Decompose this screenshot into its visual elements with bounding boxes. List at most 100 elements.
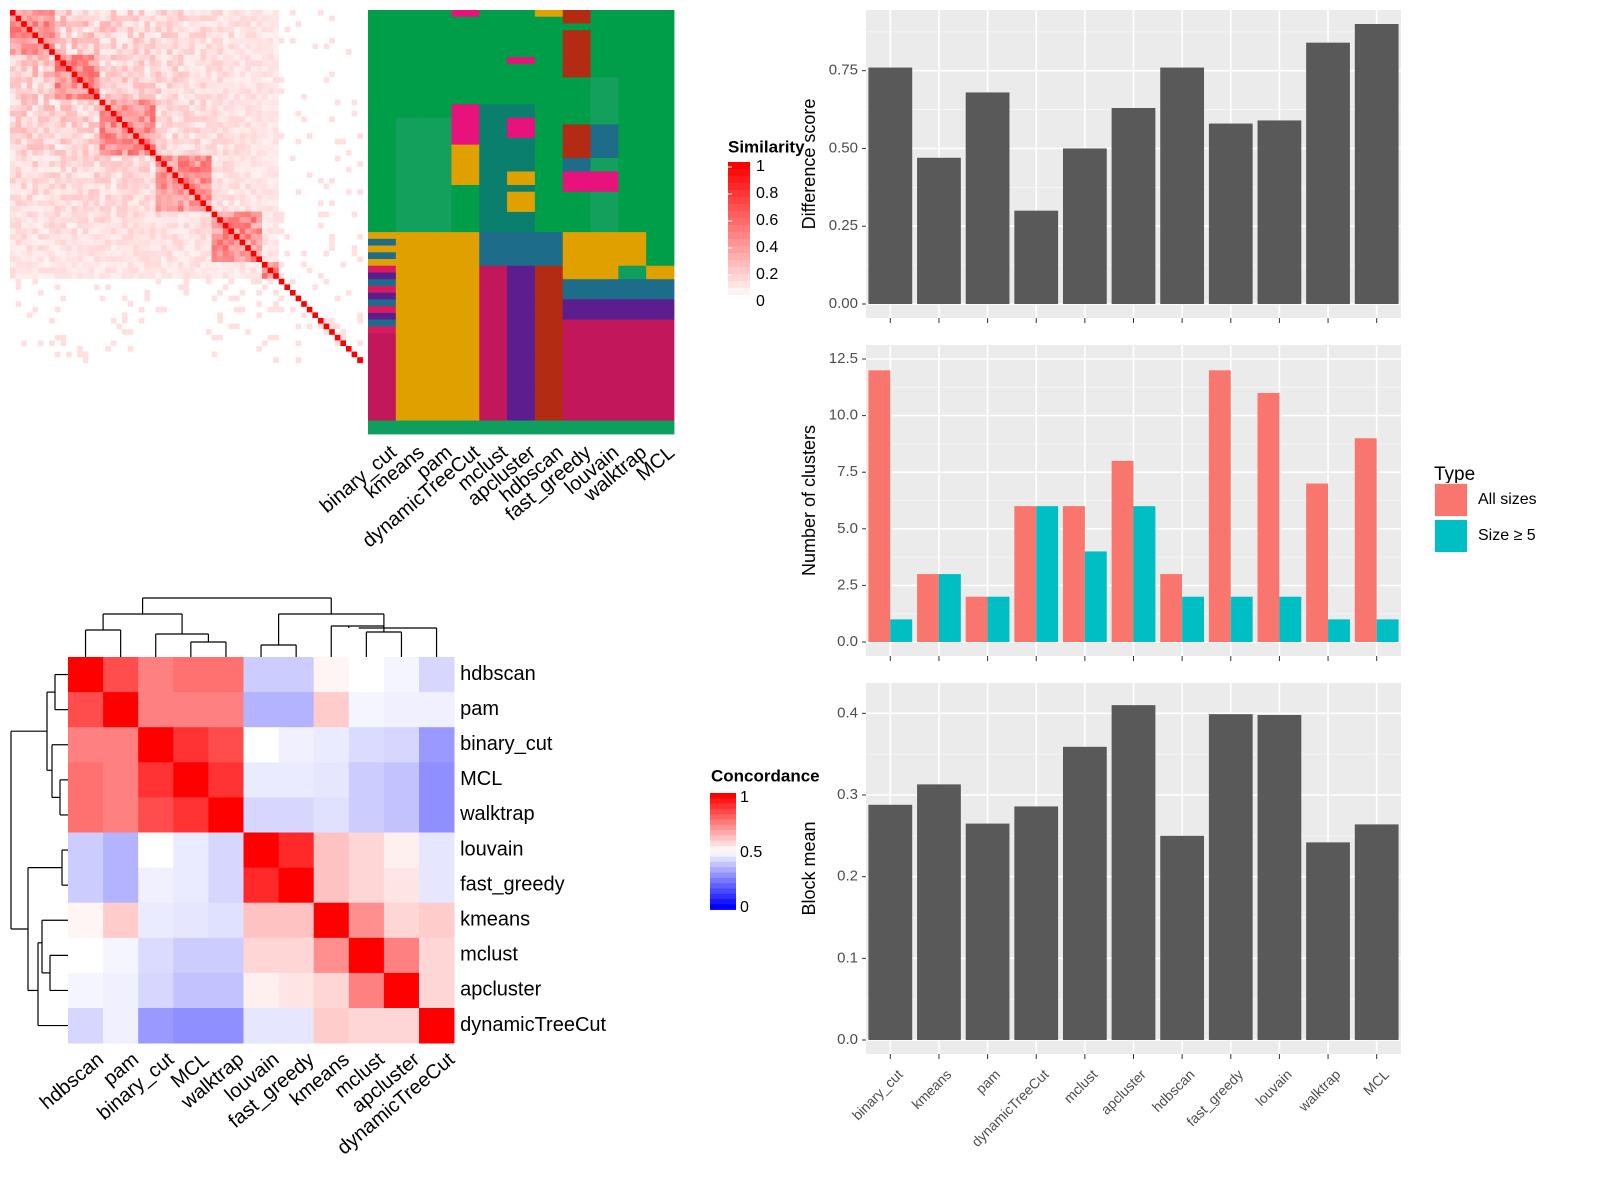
similarity-cell [133,301,140,308]
similarity-cell [133,26,140,33]
similarity-cell [189,49,196,56]
similarity-cell [155,133,162,140]
similarity-cell [295,122,302,128]
similarity-cell [206,88,212,95]
similarity-cell [127,88,134,95]
similarity-cell [77,54,84,61]
similarity-cell [200,166,207,173]
membership-cell [395,57,425,65]
concordance-cell [348,832,385,868]
similarity-cell [318,323,324,330]
similarity-cell [312,312,319,319]
similarity-cell [88,43,95,50]
similarity-cell [15,26,22,33]
similarity-cell [82,273,89,280]
similarity-cell [178,189,184,196]
similarity-cell [329,71,336,78]
concordance-cell [243,867,279,904]
similarity-cell [21,206,28,212]
similarity-cell [172,290,179,296]
similarity-cell [49,206,56,212]
similarity-cell [21,306,28,313]
similarity-cell [161,290,168,296]
similarity-cell [60,245,67,252]
similarity-cell [239,228,246,235]
similarity-cell [273,200,280,207]
similarity-cell [334,144,341,151]
similarity-cell [301,138,308,145]
membership-cell [368,232,397,240]
similarity-cell [217,161,224,168]
similarity-cell [284,267,291,274]
similarity-cell [15,110,22,117]
similarity-cell [340,88,347,95]
membership-cell [368,77,397,85]
membership-cell [534,400,564,408]
similarity-cell [222,99,229,106]
similarity-cell [245,21,252,28]
similarity-cell [133,318,140,324]
similarity-cell [273,189,280,196]
similarity-cell [116,161,123,168]
similarity-cell [138,357,145,364]
similarity-cell [346,15,352,22]
similarity-cell [273,306,280,313]
similarity-cell [250,77,257,84]
similarity-cell [38,194,44,201]
similarity-cell [222,312,229,319]
membership-cell [423,43,452,51]
similarity-cell [38,295,44,302]
similarity-cell [116,256,123,263]
membership-cell [507,312,536,320]
similarity-cell [312,66,319,72]
similarity-cell [43,228,50,235]
similarity-cell [172,329,179,336]
similarity-cell [284,217,291,224]
concordance-legend-tick: 1 [740,789,749,806]
similarity-cell [133,256,140,263]
similarity-cell [239,273,246,280]
similarity-cell [318,250,324,257]
membership-cell [590,124,619,132]
similarity-cell [88,273,95,280]
concordance-cell [313,657,350,693]
similarity-cell [267,32,274,39]
membership-cell [646,272,675,280]
similarity-cell [228,256,235,263]
membership-cell [562,413,591,421]
similarity-cell [10,122,16,128]
similarity-cell [122,71,128,78]
similarity-cell [211,15,218,22]
membership-cell [646,57,675,65]
similarity-cell [334,312,341,319]
similarity-cell [250,166,257,173]
similarity-cell [99,267,106,274]
similarity-cell [99,105,106,112]
similarity-cell [66,346,72,352]
similarity-cell [357,346,364,352]
concordance-cell [68,832,104,868]
similarity-cell [150,306,156,313]
similarity-cell [144,150,151,156]
membership-cell [646,407,675,415]
membership-cell [368,413,397,421]
similarity-cell [15,222,22,229]
membership-cell [368,339,397,347]
similarity-cell [267,110,274,117]
similarity-cell [122,66,128,72]
similarity-cell [66,71,72,78]
similarity-cell [138,105,145,112]
similarity-cell [26,21,33,28]
similarity-cell [183,144,190,151]
similarity-cell [183,346,190,352]
similarity-cell [166,71,173,78]
similarity-cell [183,340,190,347]
membership-cell [646,137,675,146]
similarity-cell [351,161,358,168]
similarity-cell [60,301,67,308]
similarity-cell [166,262,173,268]
similarity-cell [301,256,308,263]
similarity-cell [133,60,140,67]
similarity-cell [71,32,78,39]
similarity-cell [346,200,352,207]
